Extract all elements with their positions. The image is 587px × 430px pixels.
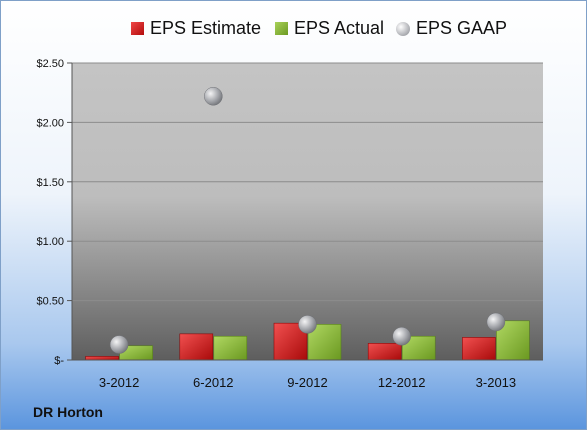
marker-eps-gaap — [392, 326, 411, 346]
y-tick-label: $2.00 — [36, 117, 64, 129]
y-tick-label: $1.00 — [36, 236, 64, 248]
bar-eps-actual — [307, 324, 342, 361]
marker-eps-gaap — [298, 315, 317, 334]
gaap-markers — [109, 87, 506, 354]
y-axis: $- $0.50 $1.00 $1.50 $2.00 $2.50 — [36, 58, 73, 367]
y-tick-label: $- — [54, 355, 64, 367]
bar-eps-actual — [213, 335, 248, 361]
legend-swatch-eps-estimate — [131, 22, 144, 35]
plot-area — [72, 63, 543, 360]
legend-swatch-eps-actual — [275, 22, 288, 35]
x-tick-label: 3-2013 — [476, 375, 516, 390]
marker-eps-gaap — [204, 87, 223, 106]
marker-eps-gaap — [486, 312, 506, 332]
y-tick-label: $1.50 — [36, 177, 64, 189]
legend-label-eps-actual: EPS Actual — [294, 18, 385, 38]
legend-label-eps-gaap: EPS GAAP — [416, 18, 508, 38]
company-label: DR Horton — [33, 404, 103, 420]
y-tick-label: $0.50 — [36, 296, 64, 308]
bar-eps-estimate — [462, 337, 496, 361]
x-axis: 3-2012 6-2012 9-2012 12-2012 3-2013 — [72, 359, 543, 390]
bar-eps-estimate — [179, 333, 214, 361]
bar-eps-estimate — [367, 343, 402, 361]
legend-label-eps-estimate: EPS Estimate — [150, 18, 262, 38]
y-tick-label: $2.50 — [36, 58, 64, 70]
legend-item-eps-estimate: EPS Estimate — [131, 18, 261, 39]
legend-item-eps-actual: EPS Actual — [275, 18, 384, 39]
x-tick-label: 3-2012 — [99, 375, 139, 390]
legend-item-eps-gaap: EPS GAAP — [396, 18, 507, 39]
bar-eps-estimate — [85, 356, 119, 361]
marker-eps-gaap — [109, 335, 129, 354]
x-tick-label: 12-2012 — [378, 375, 426, 390]
x-tick-label: 6-2012 — [193, 375, 233, 390]
x-tick-label: 9-2012 — [287, 375, 327, 390]
bars — [85, 320, 530, 361]
legend: EPS Estimate EPS Actual EPS GAAP — [1, 18, 586, 42]
legend-marker-eps-gaap — [396, 21, 410, 36]
